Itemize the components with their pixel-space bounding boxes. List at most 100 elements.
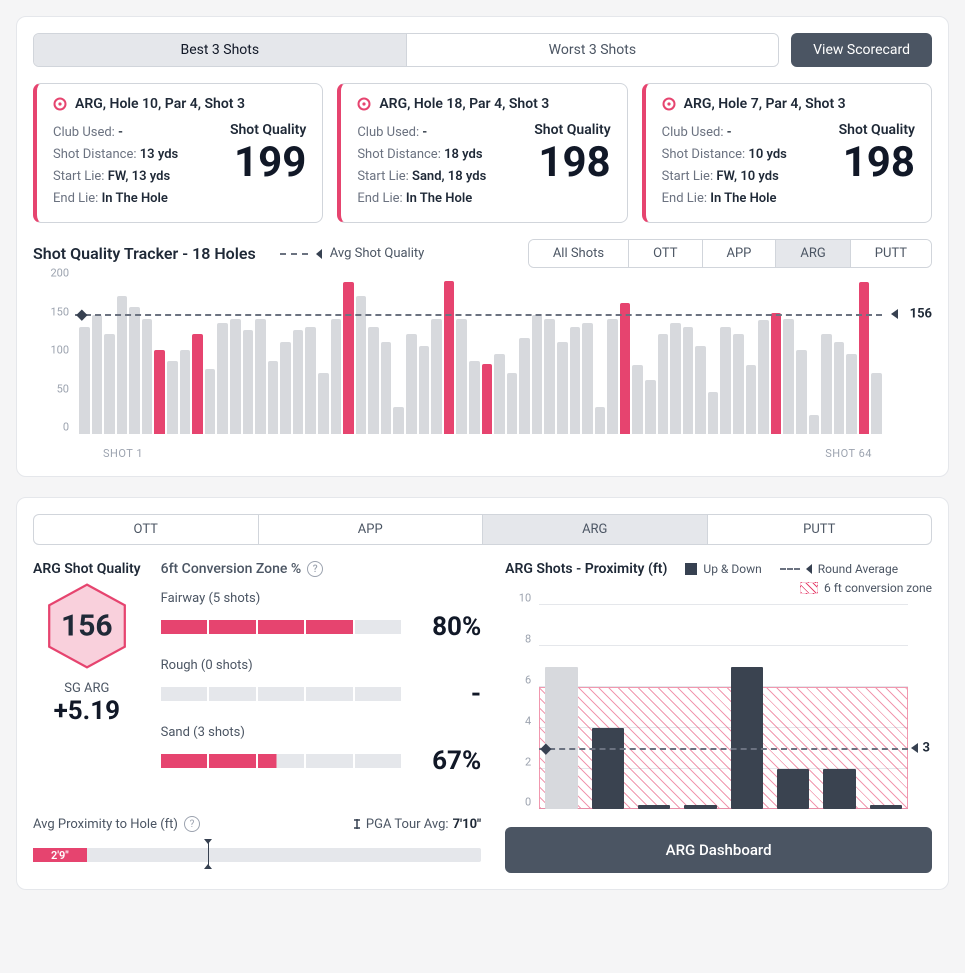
tracker-bar[interactable]	[758, 320, 769, 434]
tracker-bar[interactable]	[356, 296, 367, 435]
tracker-bar[interactable]	[733, 334, 744, 434]
tracker-bar[interactable]	[695, 346, 706, 435]
tracker-bar[interactable]	[444, 281, 455, 434]
tracker-bar[interactable]	[658, 334, 669, 434]
tracker-bar[interactable]	[846, 354, 857, 435]
shot-card[interactable]: ARG, Hole 18, Par 4, Shot 3 Club Used: -…	[337, 83, 627, 223]
tracker-bar[interactable]	[871, 373, 882, 435]
proximity-bar[interactable]	[823, 769, 855, 810]
tracker-bar[interactable]	[381, 342, 392, 434]
tracker-bar[interactable]	[419, 346, 430, 435]
tracker-bar[interactable]	[343, 282, 354, 434]
proximity-bar[interactable]	[731, 667, 763, 810]
tab-best-shots[interactable]: Best 3 Shots	[34, 34, 406, 66]
tracker-bar[interactable]	[318, 373, 329, 435]
tab-arg[interactable]: ARG	[482, 515, 707, 544]
tracker-bar[interactable]	[595, 407, 606, 434]
tracker-bar[interactable]	[154, 350, 165, 435]
tracker-tab-arg[interactable]: ARG	[775, 240, 849, 267]
tab-ott[interactable]: OTT	[34, 515, 258, 544]
tracker-bar[interactable]	[532, 315, 543, 434]
shot-quality-value: 198	[839, 140, 915, 186]
proximity-chart-title: ARG Shots - Proximity (ft)	[505, 561, 667, 577]
tracker-bar[interactable]	[771, 313, 782, 435]
tracker-bar[interactable]	[708, 392, 719, 434]
tracker-bar[interactable]	[859, 282, 870, 434]
tracker-bar[interactable]	[293, 330, 304, 434]
tracker-bar[interactable]	[192, 334, 203, 434]
view-scorecard-button[interactable]: View Scorecard	[791, 33, 932, 67]
tracker-bar[interactable]	[142, 319, 153, 435]
shot-card[interactable]: ARG, Hole 10, Par 4, Shot 3 Club Used: -…	[33, 83, 323, 223]
tracker-bar[interactable]	[570, 327, 581, 435]
tracker-bar[interactable]	[79, 327, 90, 435]
tracker-bar[interactable]	[431, 319, 442, 435]
shot-cards-row: ARG, Hole 10, Par 4, Shot 3 Club Used: -…	[33, 83, 932, 223]
proximity-bar[interactable]	[545, 667, 577, 810]
tracker-bar[interactable]	[180, 350, 191, 435]
shot-card[interactable]: ARG, Hole 7, Par 4, Shot 3 Club Used: - …	[642, 83, 932, 223]
tracker-bar[interactable]	[217, 323, 228, 435]
proximity-bar[interactable]	[684, 805, 716, 809]
tracker-bar[interactable]	[720, 327, 731, 435]
tracker-bar[interactable]	[834, 342, 845, 434]
tracker-bar[interactable]	[783, 319, 794, 435]
tracker-bar[interactable]	[632, 365, 643, 434]
conversion-zone-title: 6ft Conversion Zone %	[161, 561, 302, 577]
tracker-bar[interactable]	[683, 327, 694, 435]
tracker-bar[interactable]	[607, 319, 618, 435]
tracker-bar[interactable]	[519, 338, 530, 434]
tracker-bar[interactable]	[821, 334, 832, 434]
tracker-bar[interactable]	[92, 315, 103, 434]
help-icon[interactable]: ?	[307, 561, 323, 577]
tracker-bar[interactable]	[746, 365, 757, 434]
tracker-bar[interactable]	[645, 380, 656, 434]
shot-title: ARG, Hole 18, Par 4, Shot 3	[379, 96, 549, 112]
tracker-bar[interactable]	[809, 415, 820, 434]
tracker-bar[interactable]	[104, 334, 115, 434]
tab-worst-shots[interactable]: Worst 3 Shots	[406, 34, 779, 66]
tracker-bar[interactable]	[167, 361, 178, 434]
tracker-bar[interactable]	[494, 354, 505, 435]
tracker-bar[interactable]	[582, 323, 593, 435]
tracker-bar[interactable]	[796, 350, 807, 435]
tracker-tab-putt[interactable]: PUTT	[850, 240, 931, 267]
tracker-bar[interactable]	[331, 319, 342, 435]
tracker-bar[interactable]	[243, 330, 254, 434]
tracker-bar[interactable]	[205, 369, 216, 434]
proximity-bar[interactable]	[638, 805, 670, 809]
tab-app[interactable]: APP	[258, 515, 483, 544]
proximity-bar[interactable]	[870, 805, 902, 809]
tracker-bar[interactable]	[117, 296, 128, 435]
tracker-bar[interactable]	[255, 319, 266, 435]
tracker-bar[interactable]	[507, 373, 518, 435]
tracker-bar[interactable]	[230, 319, 241, 435]
tracker-bar[interactable]	[544, 319, 555, 435]
proximity-bar[interactable]	[592, 728, 624, 810]
tracker-tab-all-shots[interactable]: All Shots	[529, 240, 628, 267]
shot-quality-chart: 050100150200 156 SHOT 1 SHOT 64	[33, 280, 932, 460]
tracker-tab-ott[interactable]: OTT	[628, 240, 701, 267]
tracker-bar[interactable]	[557, 342, 568, 434]
tracker-bar[interactable]	[406, 334, 417, 434]
help-icon[interactable]: ?	[184, 816, 200, 832]
tracker-bar[interactable]	[620, 303, 631, 434]
tracker-tab-app[interactable]: APP	[702, 240, 776, 267]
arg-dashboard-button[interactable]: ARG Dashboard	[505, 827, 932, 873]
tracker-bar[interactable]	[129, 307, 140, 434]
tracker-bar[interactable]	[456, 319, 467, 435]
proximity-bar: 2'9"	[33, 840, 481, 868]
tracker-bar[interactable]	[482, 364, 493, 435]
tracker-bar[interactable]	[368, 327, 379, 435]
tab-putt[interactable]: PUTT	[707, 515, 932, 544]
tracker-bar[interactable]	[670, 323, 681, 435]
tracker-bar[interactable]	[393, 407, 404, 434]
tracker-bar[interactable]	[469, 361, 480, 434]
arg-panel: OTTAPPARGPUTT ARG Shot Quality 156 SG AR…	[16, 497, 949, 890]
tracker-bar[interactable]	[268, 361, 279, 434]
sg-arg-label: SG ARG	[33, 681, 141, 696]
tracker-bar[interactable]	[305, 327, 316, 435]
proximity-bar[interactable]	[777, 769, 809, 810]
tracker-bar[interactable]	[280, 342, 291, 434]
benchmark-icon	[352, 818, 362, 830]
